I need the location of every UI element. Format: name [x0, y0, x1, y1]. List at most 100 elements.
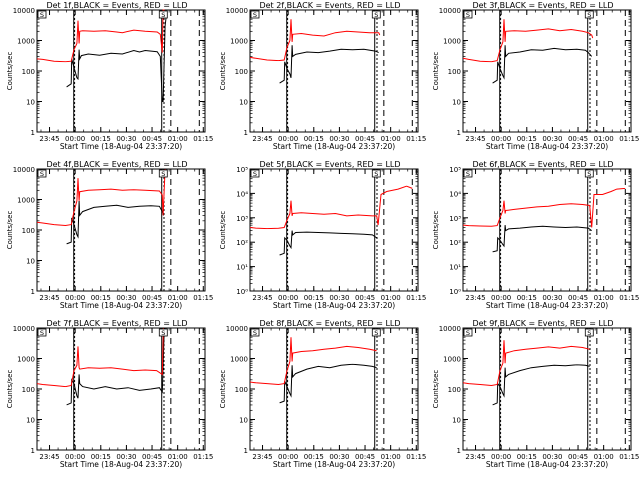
- marker-box: [37, 328, 47, 337]
- marker-label: S: [374, 11, 378, 19]
- panel-title: Det 9f,BLACK = Events, RED = LLD: [472, 319, 613, 328]
- x-tick-label: 01:00: [381, 294, 401, 302]
- y-tick-label: 100: [448, 68, 461, 76]
- y-tick-label: 10²: [449, 239, 461, 247]
- y-tick-label: 10⁰: [449, 288, 461, 296]
- x-tick-label: 23:45: [465, 453, 485, 461]
- plot-frame: [462, 9, 632, 133]
- y-tick-label: 100: [22, 386, 35, 394]
- y-axis-label: Counts/sec: [432, 370, 440, 409]
- x-axis-label: Start Time (18-Aug-04 23:37:20): [273, 460, 395, 469]
- x-tick-label: 00:00: [278, 135, 298, 143]
- y-tick-label: 10: [239, 417, 248, 425]
- marker-box: [37, 169, 47, 178]
- x-tick-label: 23:45: [39, 294, 59, 302]
- x-tick-label: 23:45: [39, 135, 59, 143]
- plot-frame: [36, 9, 206, 133]
- x-axis-label: Start Time (18-Aug-04 23:37:20): [273, 301, 395, 310]
- x-tick-label: 00:45: [568, 135, 588, 143]
- x-tick-label: 01:00: [381, 453, 401, 461]
- panel-title: Det 8f,BLACK = Events, RED = LLD: [259, 319, 400, 328]
- x-tick-label: 00:45: [568, 453, 588, 461]
- y-tick-label: 10000: [13, 166, 35, 174]
- y-tick-label: 1000: [17, 38, 35, 46]
- lld-series-line: [37, 169, 165, 226]
- y-axis-label: Counts/sec: [219, 211, 227, 250]
- x-tick-label: 01:00: [594, 294, 614, 302]
- x-tick-label: 01:15: [406, 135, 426, 143]
- marker-label: S: [40, 11, 44, 19]
- marker-box: [584, 328, 594, 337]
- panel-5: 10⁰ 10¹ 10² 10³ 10⁴ 10⁵ 23:45 00:00 00:15 00:30 00…: [219, 160, 426, 310]
- x-tick-label: 00:15: [91, 453, 111, 461]
- marker-box: [158, 10, 168, 19]
- x-tick-label: 00:45: [355, 135, 375, 143]
- x-tick-label: 00:45: [355, 453, 375, 461]
- panel-8: 1 10 100 1000 10000 23:45 00:00 00:15 00:30 00:45…: [219, 319, 426, 469]
- x-axis-label: Start Time (18-Aug-04 23:37:20): [486, 301, 608, 310]
- y-tick-label: 1000: [230, 356, 248, 364]
- panel-3: 1 10 100 1000 10000 23:45 00:00 00:15 00:30 00:45…: [432, 1, 639, 151]
- x-tick-label: 00:45: [568, 294, 588, 302]
- x-tick-label: 00:45: [142, 135, 162, 143]
- events-series-line: [67, 11, 167, 101]
- x-tick-label: 00:30: [329, 453, 349, 461]
- marker-box: [250, 169, 260, 178]
- panel-title: Det 2f,BLACK = Events, RED = LLD: [259, 1, 400, 10]
- x-tick-label: 00:30: [542, 453, 562, 461]
- marker-box: [584, 10, 594, 19]
- y-tick-label: 10: [452, 417, 461, 425]
- y-tick-label: 10¹: [449, 264, 461, 272]
- x-tick-label: 00:00: [491, 135, 511, 143]
- x-tick-label: 23:45: [465, 135, 485, 143]
- panel-9: 1 10 100 1000 10000 23:45 00:00 00:15 00:30 00:45…: [432, 319, 639, 469]
- marker-box: [463, 328, 473, 337]
- x-tick-label: 00:15: [517, 294, 537, 302]
- marker-label: S: [253, 170, 257, 178]
- x-tick-label: 23:45: [252, 453, 272, 461]
- lld-series-line: [37, 10, 165, 62]
- events-series-line: [280, 45, 379, 83]
- y-tick-label: 10⁵: [449, 166, 461, 174]
- x-tick-label: 00:00: [65, 135, 85, 143]
- x-tick-label: 01:00: [168, 453, 188, 461]
- marker-box: [37, 10, 47, 19]
- x-tick-label: 01:15: [193, 294, 213, 302]
- y-tick-label: 10: [452, 99, 461, 107]
- y-tick-label: 10000: [13, 325, 35, 333]
- x-axis-label: Start Time (18-Aug-04 23:37:20): [273, 142, 395, 151]
- marker-box: [371, 10, 381, 19]
- y-tick-label: 10⁰: [236, 288, 248, 296]
- plot-frame: [36, 168, 206, 292]
- x-tick-label: 01:15: [619, 135, 639, 143]
- marker-label: S: [40, 329, 44, 337]
- x-axis-label: Start Time (18-Aug-04 23:37:20): [60, 301, 182, 310]
- x-axis-label: Start Time (18-Aug-04 23:37:20): [60, 460, 182, 469]
- x-tick-label: 01:15: [406, 453, 426, 461]
- x-tick-label: 01:15: [406, 294, 426, 302]
- y-tick-label: 100: [235, 386, 248, 394]
- y-tick-label: 1: [457, 129, 461, 137]
- marker-label: S: [587, 329, 591, 337]
- marker-label: S: [253, 11, 257, 19]
- panel-title: Det 3f,BLACK = Events, RED = LLD: [472, 1, 613, 10]
- lld-series-line: [463, 340, 590, 385]
- x-tick-label: 00:15: [304, 453, 324, 461]
- y-tick-label: 10⁴: [236, 190, 248, 198]
- panel-1: 1 10 100 1000 10000 23:45 00:00 00:15 00:30 00:45…: [6, 1, 213, 151]
- marker-box: [250, 328, 260, 337]
- x-tick-label: 01:00: [168, 135, 188, 143]
- y-tick-label: 10²: [236, 239, 248, 247]
- marker-box: [371, 169, 381, 178]
- x-tick-label: 00:15: [517, 453, 537, 461]
- marker-label: S: [374, 170, 378, 178]
- y-tick-label: 1000: [17, 197, 35, 205]
- y-tick-label: 1: [31, 288, 35, 296]
- y-tick-label: 10³: [236, 215, 248, 223]
- y-tick-label: 100: [448, 386, 461, 394]
- panel-title: Det 4f,BLACK = Events, RED = LLD: [46, 160, 187, 169]
- y-tick-label: 100: [22, 227, 35, 235]
- x-tick-label: 00:30: [329, 135, 349, 143]
- x-tick-label: 00:45: [142, 294, 162, 302]
- y-axis-label: Counts/sec: [432, 211, 440, 250]
